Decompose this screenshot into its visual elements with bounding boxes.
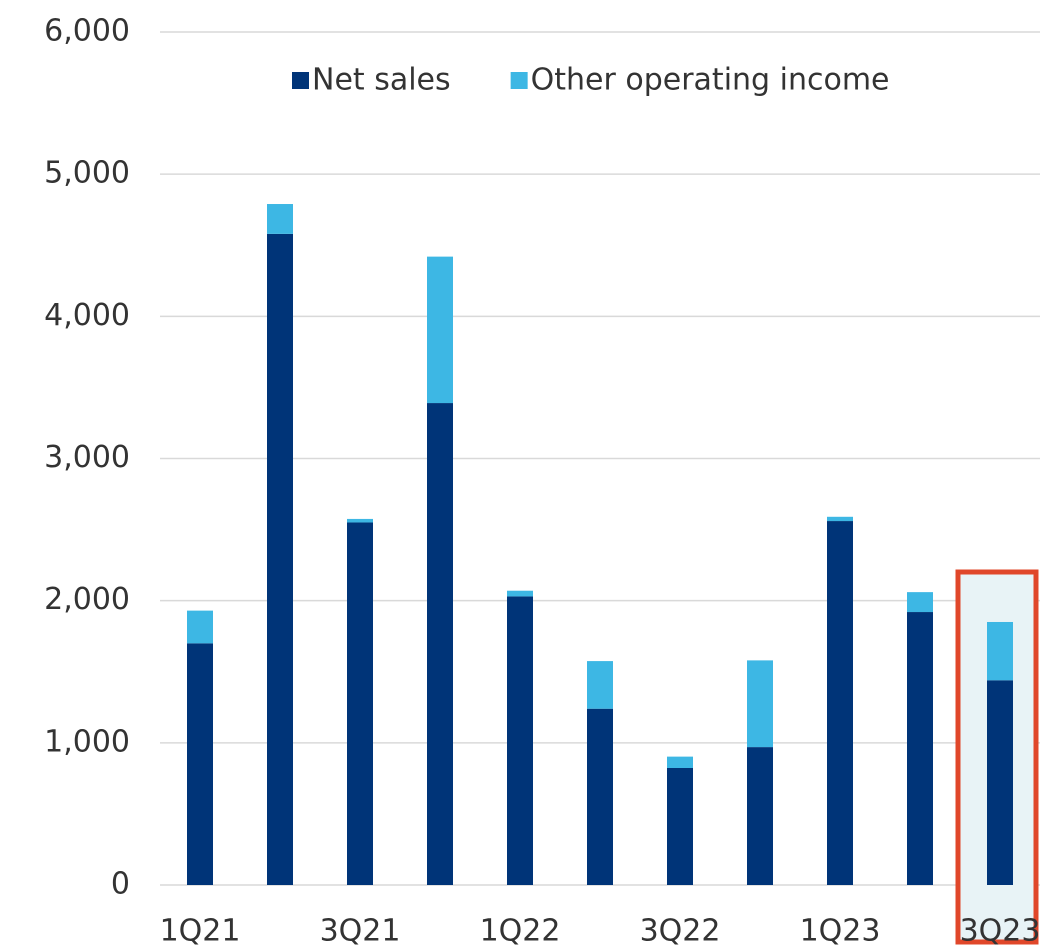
bar-segment [827,516,853,522]
legend-swatch [292,72,309,89]
x-tick-label: 3Q22 [640,914,721,949]
bar-segment [347,518,373,523]
bar-segment [507,596,533,885]
x-tick-label: 1Q22 [480,914,561,949]
bar-segment [587,708,613,885]
bar-segment [747,747,773,885]
bar-segment [427,403,453,885]
bar-segment [987,680,1013,885]
y-tick-label: 3,000 [44,440,130,475]
bar-segment [427,256,453,404]
bar-segment [667,767,693,885]
bar-segment [907,592,933,613]
x-tick-label: 1Q21 [160,914,241,949]
legend-swatch [510,72,528,89]
bar-segment [987,621,1013,681]
bar-segment [187,643,213,885]
bar-segment [347,522,373,885]
legend-label: Other operating income [531,63,890,98]
y-tick-label: 0 [111,867,130,902]
bar-segment [907,612,933,885]
y-tick-label: 4,000 [44,298,130,333]
y-tick-label: 2,000 [44,582,130,617]
bar-segment [267,233,293,886]
bar-segment [587,661,613,709]
x-tick-label: 3Q23 [960,914,1041,949]
y-tick-label: 1,000 [44,724,130,759]
bar-segment [507,590,533,597]
bar-segment [667,756,693,768]
bar-segment [267,204,293,234]
x-tick-label: 3Q21 [320,914,401,949]
legend-label: Net sales [312,63,451,98]
bar-segment [187,610,213,644]
bar-segment [747,660,773,748]
bar-segment [827,521,853,885]
y-tick-label: 6,000 [44,14,130,49]
x-tick-label: 1Q23 [800,914,881,949]
y-tick-label: 5,000 [44,156,130,191]
